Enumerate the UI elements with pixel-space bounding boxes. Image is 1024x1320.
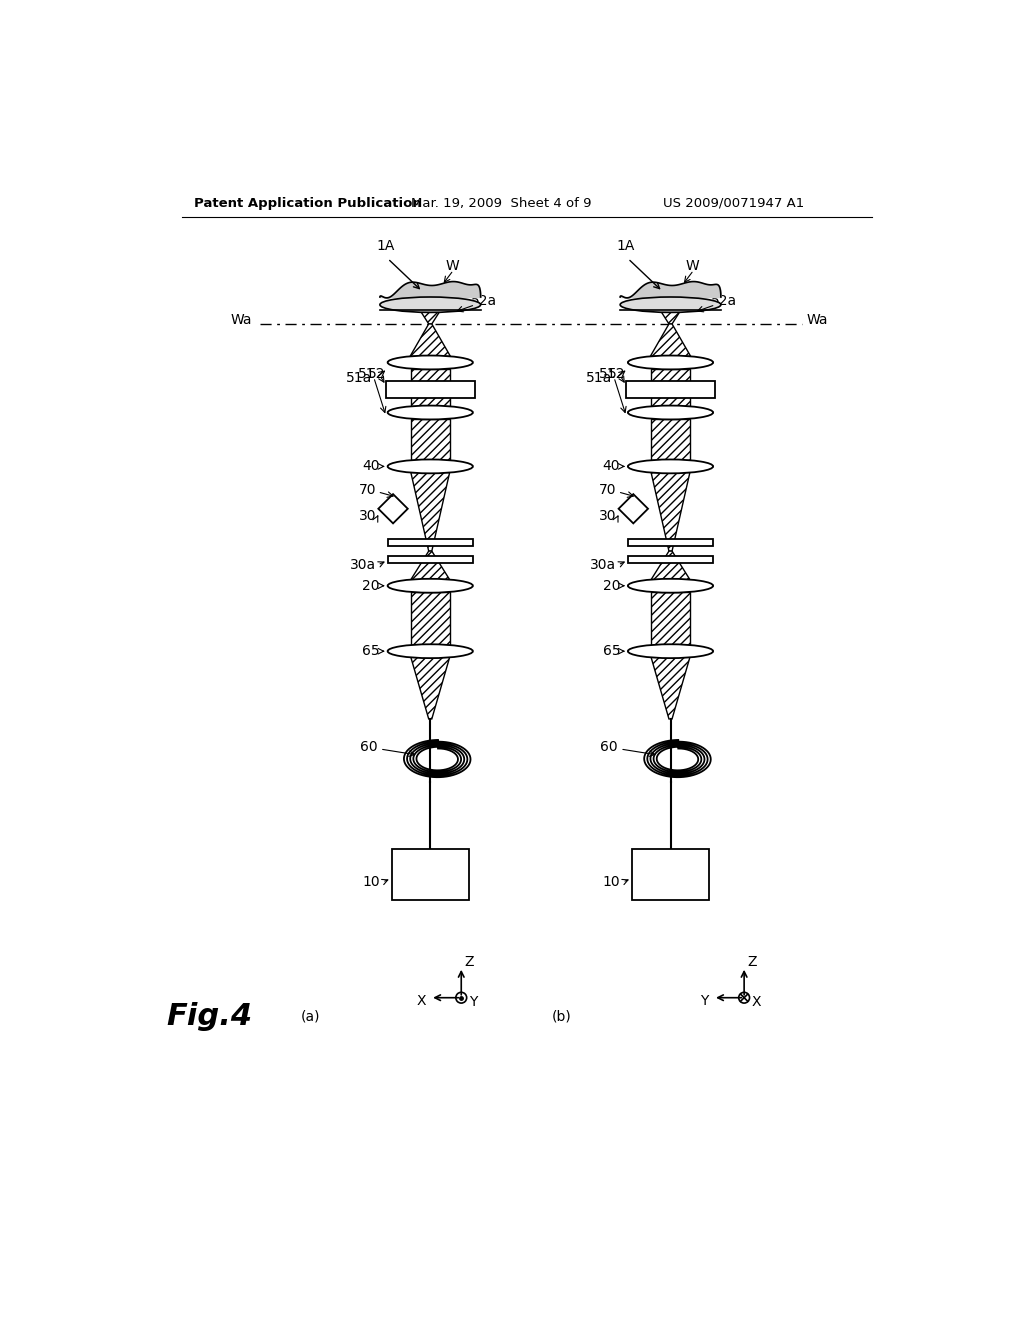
Ellipse shape [628, 644, 713, 659]
Bar [388, 556, 473, 564]
Text: Y: Y [469, 995, 477, 1010]
Text: Z: Z [748, 956, 757, 969]
Polygon shape [651, 591, 690, 645]
Polygon shape [618, 494, 648, 524]
Ellipse shape [388, 355, 473, 370]
Polygon shape [411, 657, 450, 719]
Polygon shape [411, 418, 450, 461]
Text: Wa: Wa [806, 313, 827, 327]
Text: 70: 70 [599, 483, 616, 496]
Text: 40: 40 [362, 459, 380, 474]
Ellipse shape [621, 297, 721, 313]
Polygon shape [410, 323, 451, 356]
Polygon shape [411, 552, 450, 579]
Ellipse shape [380, 297, 480, 313]
Text: Fig.4: Fig.4 [166, 1002, 253, 1031]
Polygon shape [651, 368, 690, 385]
Polygon shape [411, 591, 450, 645]
Text: W: W [445, 259, 460, 273]
Text: (b): (b) [552, 1010, 571, 1024]
Text: 70: 70 [358, 483, 376, 496]
Text: W: W [686, 259, 699, 273]
Ellipse shape [628, 405, 713, 420]
Text: 1A: 1A [616, 239, 635, 253]
Text: 10: 10 [602, 875, 621, 890]
Text: Wa: Wa [230, 313, 252, 327]
Ellipse shape [628, 578, 713, 593]
Text: 60: 60 [600, 741, 617, 755]
Text: Z: Z [464, 956, 474, 969]
Bar [391, 850, 469, 899]
Bar [628, 539, 713, 546]
Ellipse shape [388, 578, 473, 593]
Text: 52a: 52a [471, 294, 497, 308]
Polygon shape [651, 393, 690, 407]
Text: 30a: 30a [590, 558, 616, 572]
Polygon shape [650, 323, 690, 356]
Text: 52a: 52a [711, 294, 737, 308]
Bar [386, 381, 475, 397]
Polygon shape [651, 552, 690, 579]
Text: (a): (a) [300, 1010, 319, 1024]
Text: 52: 52 [368, 367, 385, 381]
Polygon shape [411, 368, 450, 385]
Polygon shape [651, 657, 690, 719]
Text: 51a: 51a [346, 371, 372, 385]
Text: 1A: 1A [376, 239, 394, 253]
Text: US 2009/0071947 A1: US 2009/0071947 A1 [663, 197, 804, 210]
Bar [388, 539, 473, 546]
Text: 65: 65 [362, 644, 380, 659]
Text: 60: 60 [359, 741, 378, 755]
Text: X: X [416, 994, 426, 1007]
Text: 30: 30 [358, 510, 376, 524]
Text: 30a: 30a [350, 558, 376, 572]
Text: 20: 20 [603, 578, 621, 593]
Polygon shape [411, 393, 450, 407]
Polygon shape [651, 418, 690, 461]
Ellipse shape [388, 405, 473, 420]
Ellipse shape [388, 644, 473, 659]
Text: 51: 51 [358, 367, 376, 381]
Text: 20: 20 [362, 578, 380, 593]
Bar [628, 556, 713, 564]
Text: 10: 10 [362, 875, 380, 890]
Ellipse shape [628, 355, 713, 370]
Text: 65: 65 [602, 644, 621, 659]
Text: 52: 52 [608, 367, 626, 381]
Text: 51: 51 [599, 367, 616, 381]
Polygon shape [378, 494, 408, 524]
Polygon shape [650, 294, 690, 323]
Bar [632, 850, 710, 899]
Text: X: X [752, 995, 762, 1010]
Text: Y: Y [699, 994, 708, 1007]
Polygon shape [410, 294, 451, 323]
Polygon shape [411, 473, 450, 552]
Polygon shape [651, 473, 690, 552]
Text: 30: 30 [599, 510, 616, 524]
Text: Mar. 19, 2009  Sheet 4 of 9: Mar. 19, 2009 Sheet 4 of 9 [411, 197, 592, 210]
Text: 40: 40 [603, 459, 621, 474]
Ellipse shape [628, 459, 713, 474]
Text: 51a: 51a [586, 371, 612, 385]
Text: Patent Application Publication: Patent Application Publication [194, 197, 422, 210]
Bar [626, 381, 715, 397]
Ellipse shape [388, 459, 473, 474]
